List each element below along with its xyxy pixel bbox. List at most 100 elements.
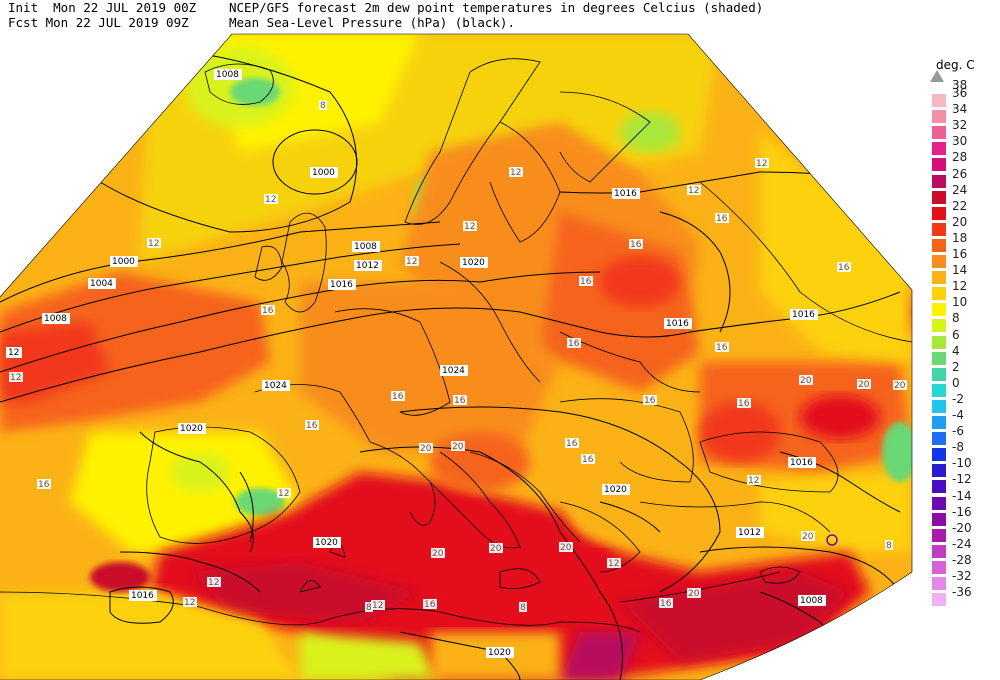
svg-text:20: 20 [432,549,444,559]
legend-label: 22 [952,198,968,213]
legend-swatch [932,158,946,172]
init-time: Init Mon 22 JUL 2019 00Z [8,0,197,15]
legend-label: -8 [952,440,964,455]
svg-text:20: 20 [420,444,432,454]
dewpoint-label: 16 [391,391,405,402]
legend-label: -6 [952,424,964,439]
dewpoint-label: 8 [365,602,373,613]
svg-text:20: 20 [452,442,464,452]
dewpoint-label: 12 [147,238,161,249]
svg-text:1016: 1016 [792,310,815,320]
legend-swatch [932,271,946,285]
isobar-label: 1024 [440,365,468,376]
svg-text:1008: 1008 [354,242,377,252]
legend-top-label: 38 [952,78,968,92]
legend-swatch [932,367,946,381]
legend-label: 20 [952,214,968,229]
isobar-label: 1016 [664,318,692,329]
legend-item: 18 [928,231,998,255]
isobar-labels: 1008100010001004100810081012101610201016… [6,69,826,658]
svg-text:1020: 1020 [462,258,485,268]
dewpoint-label: 20 [419,443,433,454]
legend-swatch [932,335,946,349]
legend-swatch [932,319,946,333]
svg-text:1008: 1008 [216,70,239,80]
isobar-label: 1008 [42,313,70,324]
legend-swatch [932,142,946,156]
svg-text:16: 16 [716,214,728,224]
svg-text:1012: 1012 [356,261,379,271]
svg-text:16: 16 [38,480,50,490]
svg-text:20: 20 [560,543,572,553]
legend-label: -4 [952,408,964,422]
legend-item: 8 [928,311,998,335]
legend-item: 24 [928,183,998,207]
legend-label: 2 [952,359,960,374]
dewpoint-label: 16 [453,395,467,406]
svg-text:1004: 1004 [90,279,113,289]
svg-text:16: 16 [454,396,466,406]
dewpoint-label: 12 [183,597,197,608]
legend-item: -24 [928,537,998,561]
svg-text:8: 8 [320,101,326,111]
dewpoint-label: 20 [431,548,445,559]
svg-text:1024: 1024 [442,366,465,376]
isobar-label: 1016 [328,279,356,290]
svg-text:1000: 1000 [312,168,335,178]
svg-text:1008: 1008 [800,596,823,606]
map-subtitle: Mean Sea-Level Pressure (hPa) (black). [229,15,515,30]
dewpoint-label: 16 [629,239,643,250]
legend-item: -36 [928,585,998,609]
legend-max-arrow [930,70,944,82]
svg-text:1016: 1016 [666,319,689,329]
svg-text:16: 16 [566,439,578,449]
legend-item: 28 [928,150,998,174]
legend-swatch [932,303,946,317]
shaded-field [0,34,912,680]
legend-swatch [932,448,946,462]
svg-text:16: 16 [262,306,274,316]
svg-text:12: 12 [464,222,475,232]
dewpoint-label: 20 [489,543,503,554]
svg-text:16: 16 [580,277,592,287]
svg-text:1000: 1000 [112,257,135,267]
legend-swatch [932,351,946,365]
svg-text:12: 12 [608,559,619,569]
svg-text:12: 12 [748,476,759,486]
isobar-label: 1000 [110,256,138,267]
svg-text:20: 20 [800,376,812,386]
legend-label: 0 [952,375,960,390]
svg-text:1020: 1020 [488,648,511,658]
dewpoint-label: 12 [687,185,701,196]
legend-label: -32 [952,569,972,583]
svg-text:16: 16 [738,399,750,409]
svg-text:12: 12 [510,168,521,178]
legend-label: 6 [952,327,960,342]
legend-item: 22 [928,199,998,223]
dewpoint-label: 16 [715,342,729,353]
svg-text:12: 12 [265,195,276,205]
isobar-label: 1016 [790,309,818,320]
legend-item: 14 [928,263,998,287]
dewpoint-label: 16 [565,438,579,449]
svg-text:12: 12 [184,598,195,608]
svg-text:20: 20 [858,380,870,390]
svg-text:16: 16 [424,600,436,610]
map-frame [0,33,913,680]
isobar-label: 1024 [262,380,290,391]
dewpoint-label: 8 [319,100,327,111]
dewpoint-label: 16 [37,479,51,490]
svg-text:16: 16 [716,343,728,353]
legend-label: -20 [952,520,972,535]
dewpoint-label: 16 [581,454,595,465]
legend-item: 32 [928,118,998,142]
legend-item: 6 [928,328,998,352]
svg-text:12: 12 [406,257,417,267]
legend-label: 24 [952,182,968,197]
legend-swatch [932,190,946,204]
legend-label: -14 [952,488,972,503]
dewpoint-label: 8 [885,540,893,551]
legend-item: -12 [928,472,998,496]
dewpoint-label: 20 [801,531,815,542]
